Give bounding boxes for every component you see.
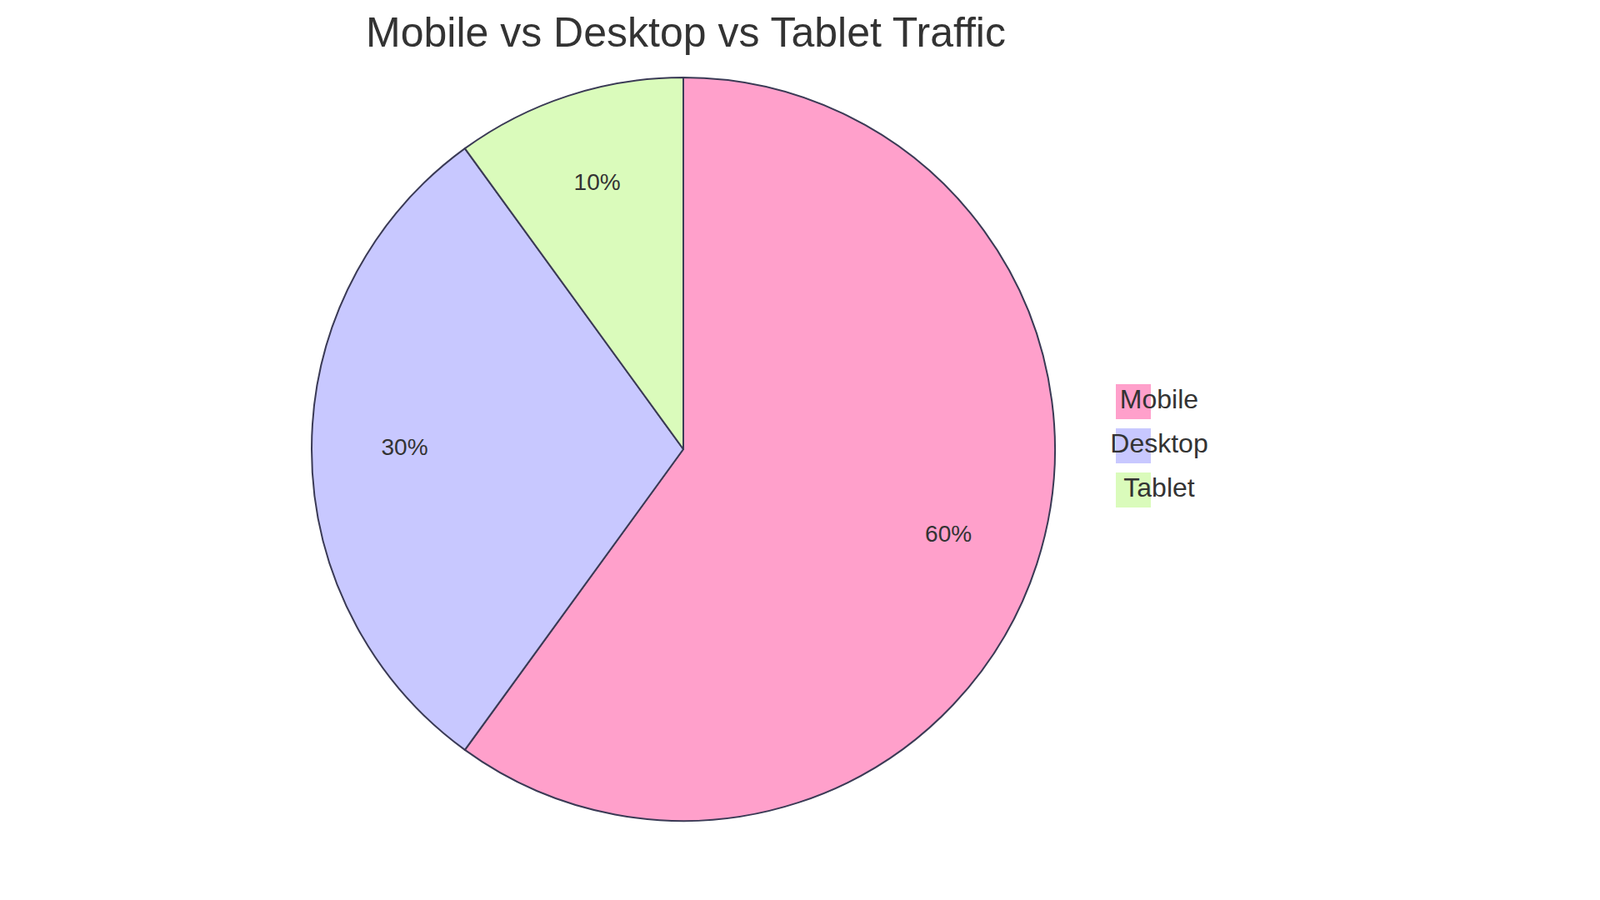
svg-text:Desktop: Desktop [1110, 428, 1208, 459]
svg-text:Tablet: Tablet [1123, 472, 1195, 503]
svg-text:30%: 30% [380, 434, 428, 460]
svg-text:Mobile: Mobile [1120, 384, 1199, 415]
svg-text:60%: 60% [925, 520, 972, 547]
svg-text:Mobile vs Desktop vs Tablet Tr: Mobile vs Desktop vs Tablet Traffic [365, 9, 1006, 56]
svg-text:10%: 10% [574, 169, 621, 195]
